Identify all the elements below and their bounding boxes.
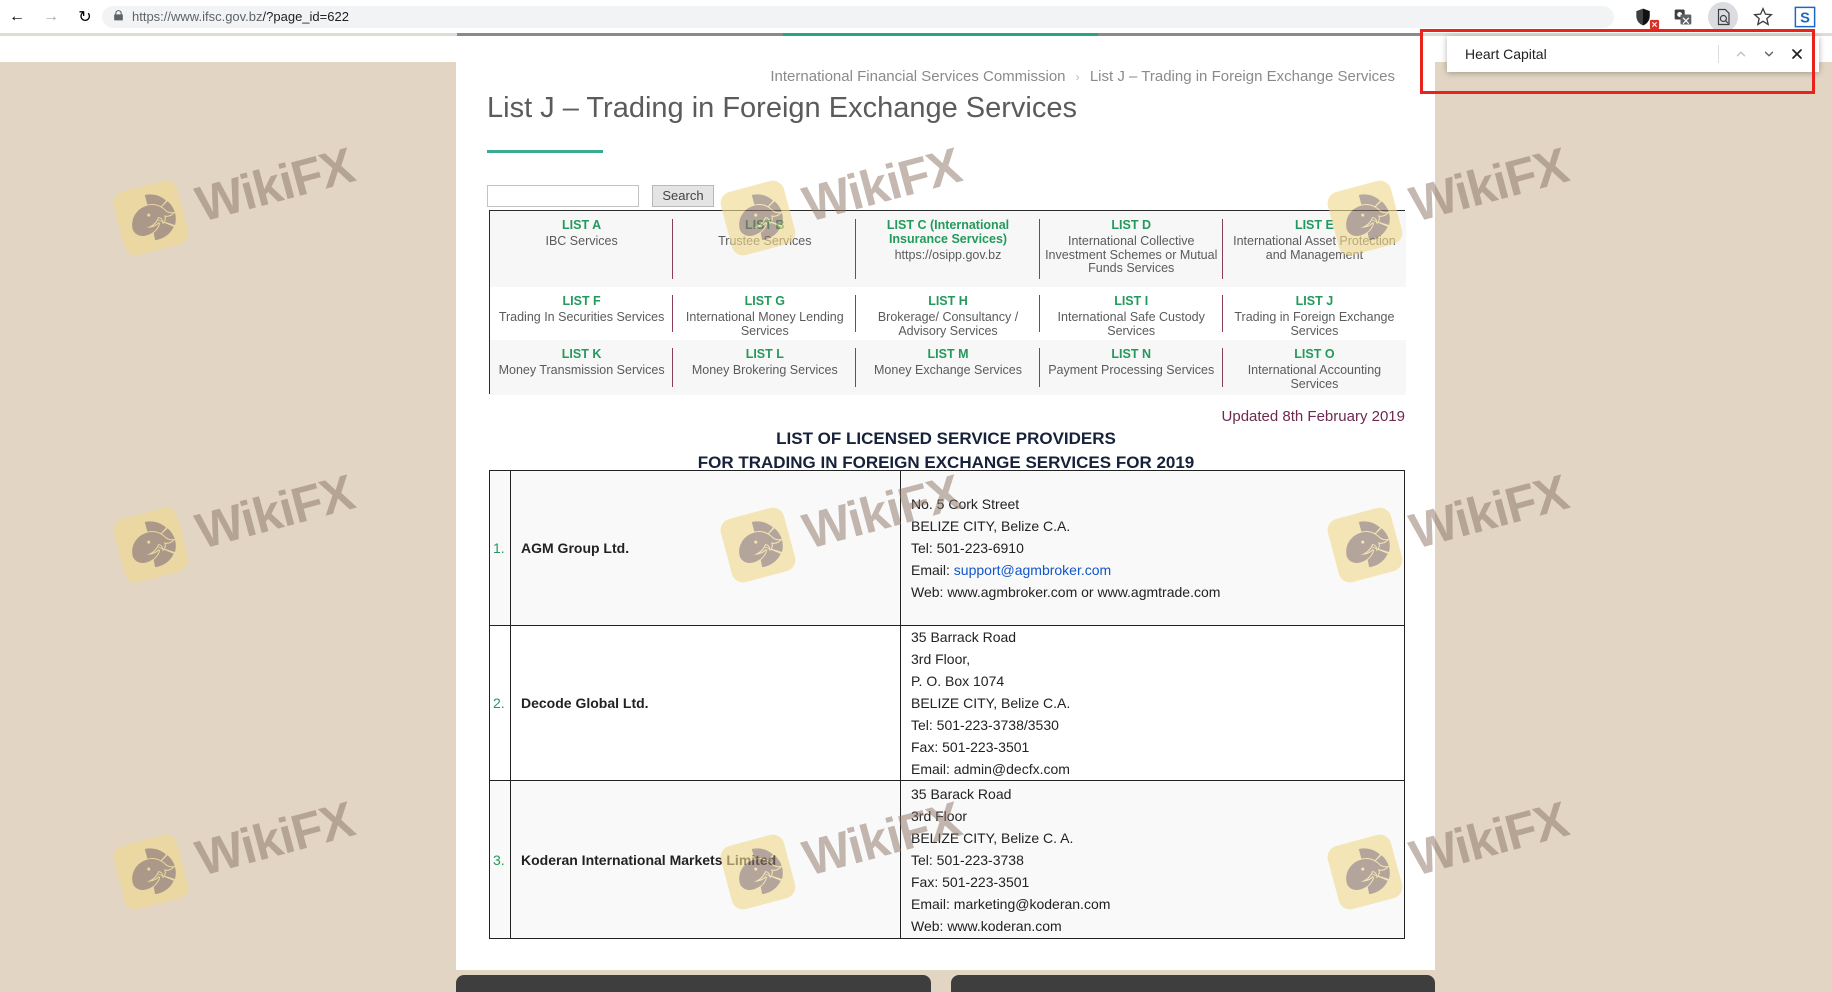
svg-text:S: S (1800, 10, 1810, 26)
